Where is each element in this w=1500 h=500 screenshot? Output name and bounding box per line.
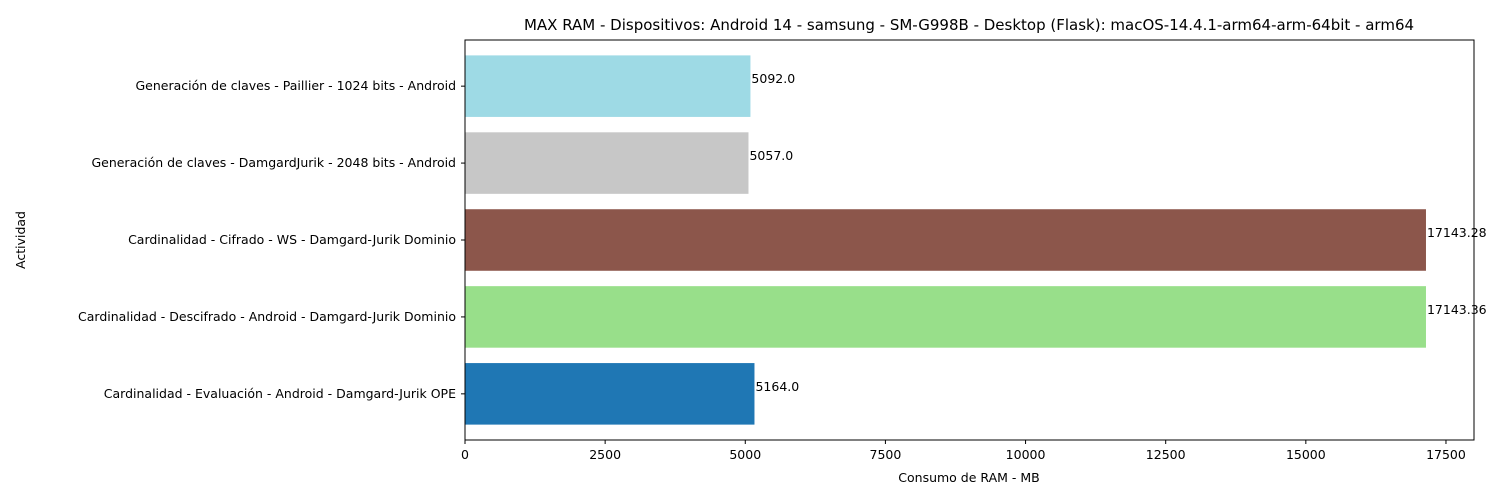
bar — [465, 55, 751, 117]
ticks-layer: Generación de claves - Paillier - 1024 b… — [78, 78, 1466, 462]
x-tick-label: 2500 — [589, 447, 621, 462]
bar — [465, 132, 749, 194]
x-tick-label: 10000 — [1006, 447, 1046, 462]
data-label: 17143.36 — [1427, 302, 1487, 317]
plot-frame — [464, 39, 1475, 441]
data-label: 17143.28 — [1427, 225, 1487, 240]
x-tick-label: 12500 — [1146, 447, 1186, 462]
data-labels-layer: 5092.0 5057.0 17143.28 17143.36 5164.0 — [749, 71, 1486, 394]
y-tick-label: Generación de claves - DamgardJurik - 20… — [91, 155, 456, 170]
data-label: 5164.0 — [755, 379, 799, 394]
bar — [465, 363, 755, 425]
bar — [465, 209, 1426, 271]
x-tick-label: 7500 — [870, 447, 902, 462]
x-tick-label: 17500 — [1426, 447, 1466, 462]
y-tick-label: Cardinalidad - Evaluación - Android - Da… — [104, 386, 456, 401]
y-tick-label: Cardinalidad - Cifrado - WS - Damgard-Ju… — [128, 232, 456, 247]
data-label: 5092.0 — [751, 71, 795, 86]
chart-title: MAX RAM - Dispositivos: Android 14 - sam… — [524, 16, 1414, 34]
bar — [465, 286, 1426, 348]
data-label: 5057.0 — [749, 148, 793, 163]
x-tick-label: 5000 — [729, 447, 761, 462]
y-tick-label: Generación de claves - Paillier - 1024 b… — [135, 78, 456, 93]
x-axis-label: Consumo de RAM - MB — [898, 470, 1039, 485]
bars-layer — [465, 55, 1426, 425]
x-tick-label: 0 — [461, 447, 469, 462]
y-tick-label: Cardinalidad - Descifrado - Android - Da… — [78, 309, 456, 324]
y-axis-label: Actividad — [13, 211, 28, 269]
x-tick-label: 15000 — [1286, 447, 1326, 462]
